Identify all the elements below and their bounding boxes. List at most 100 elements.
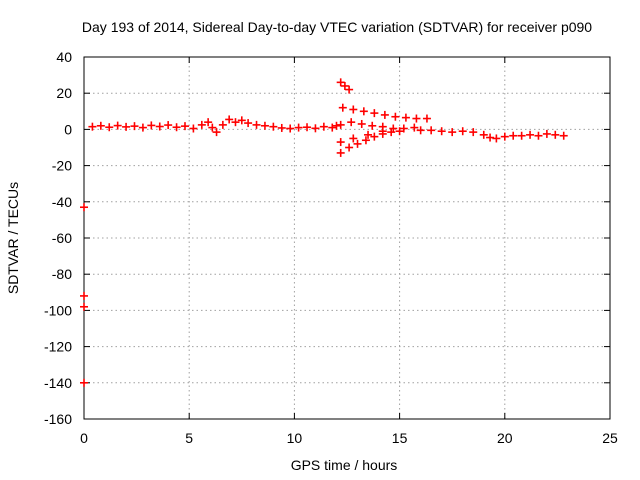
data-point xyxy=(319,122,328,131)
data-point xyxy=(399,124,408,133)
data-point xyxy=(189,124,198,133)
data-point xyxy=(180,122,189,131)
data-point xyxy=(147,121,156,130)
x-tick-label: 20 xyxy=(497,430,513,446)
y-tick-label: 20 xyxy=(56,85,72,101)
data-point xyxy=(338,103,347,112)
data-point xyxy=(340,81,349,90)
data-point xyxy=(105,123,114,132)
x-tick-label: 15 xyxy=(392,430,408,446)
data-point xyxy=(277,123,286,132)
data-point xyxy=(138,123,147,132)
data-point xyxy=(353,139,362,148)
data-point xyxy=(96,121,105,130)
y-tick-label: -100 xyxy=(44,302,72,318)
data-point xyxy=(88,122,97,131)
tick-labels: 0 5 10 15 20 25 -160 -140 -120 -100 -80 -60 -40 -20 0 2… xyxy=(44,49,618,446)
data-point xyxy=(252,120,261,129)
data-point xyxy=(551,130,560,139)
data-point xyxy=(387,128,396,137)
y-tick-label: -60 xyxy=(52,230,72,246)
data-point xyxy=(412,114,421,123)
data-point xyxy=(380,110,389,119)
data-point xyxy=(311,124,320,133)
data-point xyxy=(225,115,234,124)
y-tick-label: 0 xyxy=(64,121,72,137)
y-tick-label: -20 xyxy=(52,158,72,174)
y-tick-label: -140 xyxy=(44,375,72,391)
data-point xyxy=(437,127,446,136)
y-tick-label: -120 xyxy=(44,339,72,355)
data-point xyxy=(410,123,419,132)
data-point xyxy=(458,127,467,136)
data-point xyxy=(500,132,509,141)
data-point xyxy=(349,105,358,114)
data-point xyxy=(80,378,88,387)
data-point xyxy=(80,302,88,311)
data-point xyxy=(361,136,370,145)
x-axis-label: GPS time / hours xyxy=(291,457,398,473)
y-tick-label: -80 xyxy=(52,266,72,282)
data-point xyxy=(492,134,501,143)
plot-frame xyxy=(83,56,611,420)
data-point xyxy=(395,127,404,136)
data-point xyxy=(269,122,278,131)
data-point xyxy=(130,122,139,131)
data-point xyxy=(370,132,379,141)
data-point xyxy=(391,112,400,121)
data-point xyxy=(448,128,457,137)
data-point xyxy=(517,131,526,140)
data-point xyxy=(469,128,478,137)
data-point xyxy=(364,130,373,139)
x-tick-label: 5 xyxy=(185,430,193,446)
data-point xyxy=(208,123,217,132)
data-point xyxy=(368,121,377,130)
y-axis-label: SDTVAR / TECUs xyxy=(5,182,21,294)
data-point xyxy=(357,119,366,128)
data-point xyxy=(378,127,387,136)
data-point xyxy=(172,123,181,132)
data-point xyxy=(204,118,213,127)
data-point xyxy=(294,123,303,132)
data-point xyxy=(336,78,345,87)
data-point xyxy=(80,203,88,212)
data-point xyxy=(347,118,356,127)
x-tick-label: 0 xyxy=(80,430,88,446)
data-points xyxy=(80,78,568,387)
data-point xyxy=(155,122,164,131)
data-point xyxy=(534,131,543,140)
data-point xyxy=(509,131,518,140)
data-point xyxy=(197,120,206,129)
data-point xyxy=(260,121,269,130)
chart-title: Day 193 of 2014, Sidereal Day-to-day VTE… xyxy=(82,19,592,35)
data-point xyxy=(345,143,354,152)
data-point xyxy=(80,291,88,300)
data-point xyxy=(542,129,551,138)
data-point xyxy=(359,107,368,116)
axis-ticks xyxy=(83,56,611,420)
data-point xyxy=(345,85,354,94)
grid-lines xyxy=(84,57,610,419)
data-point xyxy=(401,113,410,122)
x-tick-label: 10 xyxy=(287,430,303,446)
data-point xyxy=(486,133,495,142)
data-point xyxy=(336,138,345,147)
data-point xyxy=(328,123,337,132)
y-tick-label: -40 xyxy=(52,194,72,210)
y-tick-label: 40 xyxy=(56,49,72,65)
data-point xyxy=(336,120,345,129)
data-point xyxy=(164,121,173,130)
data-point xyxy=(231,118,240,127)
data-point xyxy=(370,109,379,118)
data-point xyxy=(416,126,425,135)
data-point xyxy=(349,134,358,143)
data-point xyxy=(218,120,227,129)
data-point xyxy=(286,124,295,133)
x-tick-label: 25 xyxy=(602,430,618,446)
data-point xyxy=(237,116,246,125)
data-point xyxy=(122,122,131,131)
data-point xyxy=(336,148,345,157)
y-tick-label: -160 xyxy=(44,411,72,427)
data-point xyxy=(422,114,431,123)
